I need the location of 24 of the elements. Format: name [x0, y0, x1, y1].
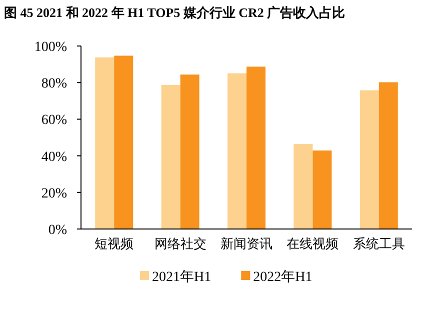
- x-tick-label: 系统工具: [352, 236, 405, 251]
- bar: [360, 90, 379, 229]
- y-tick-label: 60%: [41, 113, 68, 128]
- bar: [378, 82, 398, 229]
- y-tick-label: 80%: [41, 76, 68, 92]
- y-tick-label: 20%: [41, 186, 68, 202]
- x-tick-label: 网络社交: [154, 236, 206, 251]
- bar: [246, 66, 266, 229]
- chart-title: 图 45 2021 和 2022 年 H1 TOP5 媒介行业 CR2 广告收入占比: [4, 5, 346, 20]
- y-tick-label: 0%: [48, 223, 68, 238]
- bar: [95, 57, 114, 229]
- y-tick-label: 100%: [34, 40, 68, 55]
- bar: [114, 56, 134, 229]
- legend-label: 2021年H1: [152, 269, 212, 285]
- bar: [294, 144, 313, 229]
- legend-label: 2022年H1: [253, 269, 312, 285]
- bar: [228, 73, 246, 229]
- x-tick-label: 在线视频: [286, 236, 339, 251]
- bar: [161, 84, 180, 229]
- bar: [180, 74, 200, 229]
- x-tick-label: 新闻资讯: [220, 236, 272, 251]
- y-tick-label: 40%: [41, 150, 68, 165]
- x-tick-label: 短视频: [94, 236, 134, 251]
- bar: [312, 150, 332, 229]
